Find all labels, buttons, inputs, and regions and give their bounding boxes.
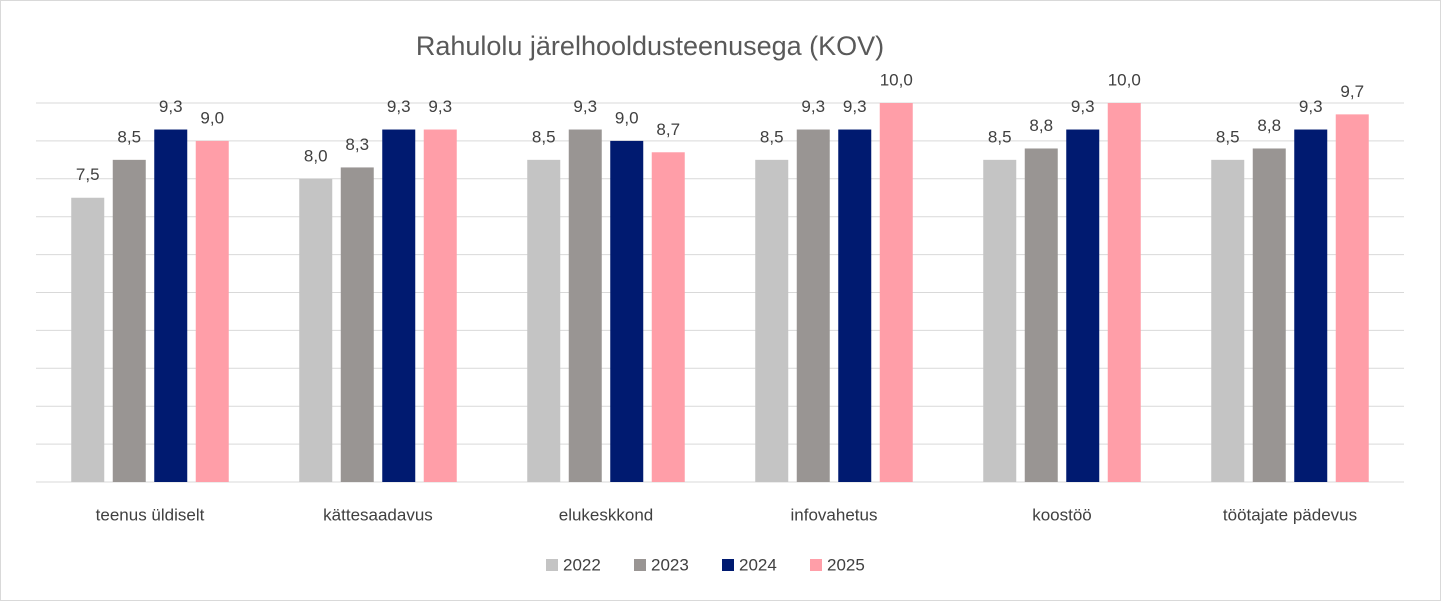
- legend-label: 2025: [827, 555, 865, 574]
- bar: [340, 167, 374, 482]
- bar: [382, 129, 416, 482]
- value-label: 8,3: [345, 135, 369, 154]
- bar: [71, 197, 105, 482]
- legend-swatch: [634, 559, 646, 571]
- value-label: 8,7: [656, 120, 680, 139]
- bar: [651, 152, 685, 482]
- x-tick-label: teenus üldiselt: [96, 505, 205, 524]
- bar: [755, 159, 789, 482]
- bar: [1294, 129, 1328, 482]
- value-label: 9,3: [573, 97, 597, 116]
- legend-label: 2022: [563, 555, 601, 574]
- value-label: 9,3: [843, 97, 867, 116]
- value-label: 8,5: [117, 127, 141, 146]
- x-tick-label: töötajate pädevus: [1223, 505, 1357, 524]
- legend-swatch: [546, 559, 558, 571]
- bar: [1252, 148, 1286, 483]
- value-label: 8,5: [532, 127, 556, 146]
- legend-label: 2023: [651, 555, 689, 574]
- chart-title: Rahulolu järelhooldusteenusega (KOV): [416, 31, 884, 61]
- bar: [838, 129, 872, 482]
- bar: [1066, 129, 1100, 482]
- bar: [527, 159, 561, 482]
- value-label: 9,3: [1071, 97, 1095, 116]
- bar: [112, 159, 146, 482]
- value-label: 8,5: [988, 127, 1012, 146]
- value-label: 8,0: [304, 146, 328, 165]
- bar: [154, 129, 188, 482]
- value-label: 8,8: [1029, 116, 1053, 135]
- bar: [423, 129, 457, 482]
- bar: [1024, 148, 1058, 483]
- x-tick-label: infovahetus: [791, 505, 878, 524]
- bar: [1335, 114, 1369, 483]
- value-label: 8,5: [1216, 127, 1240, 146]
- value-label: 7,5: [76, 165, 100, 184]
- bar: [1211, 159, 1245, 482]
- value-label: 9,0: [615, 108, 639, 127]
- bar: [299, 178, 333, 483]
- value-label: 9,3: [428, 97, 452, 116]
- x-tick-label: elukeskkond: [559, 505, 654, 524]
- value-label: 8,8: [1257, 116, 1281, 135]
- bar: [195, 140, 229, 482]
- legend-label: 2024: [739, 555, 777, 574]
- bar: [1107, 103, 1141, 482]
- value-label: 9,3: [159, 97, 183, 116]
- value-label: 10,0: [880, 70, 913, 89]
- bar: [568, 129, 602, 482]
- value-label: 8,5: [760, 127, 784, 146]
- x-tick-label: koostöö: [1032, 505, 1092, 524]
- value-label: 9,3: [387, 97, 411, 116]
- bar: [879, 103, 913, 482]
- bar: [796, 129, 830, 482]
- x-tick-label: kättesaadavus: [323, 505, 433, 524]
- value-label: 10,0: [1108, 70, 1141, 89]
- bar: [983, 159, 1017, 482]
- value-label: 9,7: [1340, 82, 1364, 101]
- bar: [610, 140, 644, 482]
- legend-swatch: [722, 559, 734, 571]
- value-label: 9,3: [801, 97, 825, 116]
- value-label: 9,0: [200, 108, 224, 127]
- legend-swatch: [810, 559, 822, 571]
- value-label: 9,3: [1299, 97, 1323, 116]
